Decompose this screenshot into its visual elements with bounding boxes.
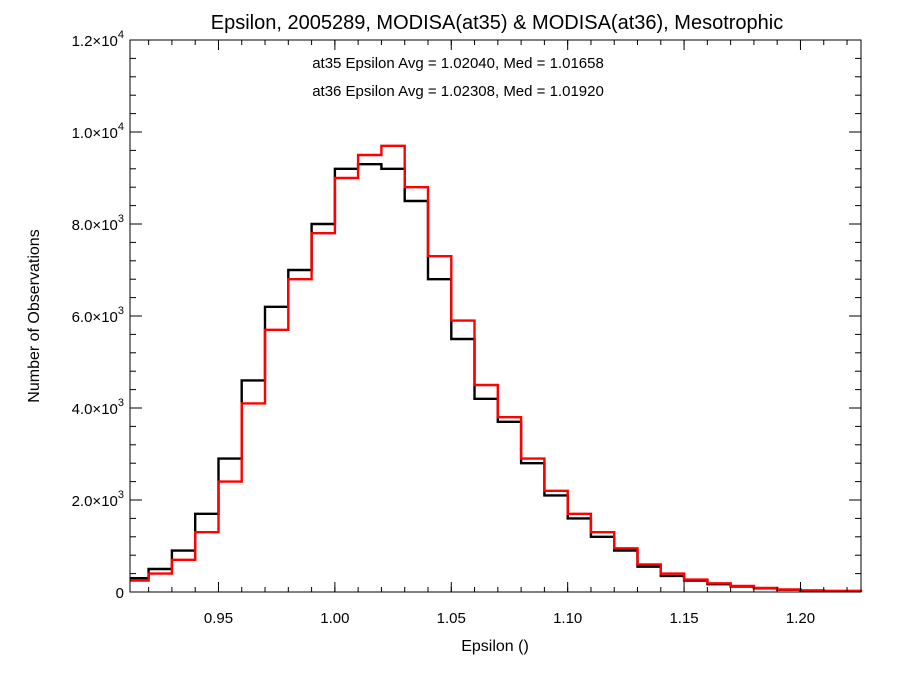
x-tick-label: 0.95 xyxy=(204,610,233,627)
x-tick-label: 1.00 xyxy=(320,610,349,627)
x-tick-label: 1.15 xyxy=(669,610,698,627)
annotation-at35: at35 Epsilon Avg = 1.02040, Med = 1.0165… xyxy=(312,55,604,72)
annotation-at36: at36 Epsilon Avg = 1.02308, Med = 1.0192… xyxy=(312,83,604,100)
x-tick-label: 1.20 xyxy=(786,610,815,627)
y-tick-label: 0 xyxy=(116,585,124,602)
series-layer xyxy=(130,144,863,593)
y-tick-label: 1.0×104 xyxy=(72,121,124,142)
x-axis-label: Epsilon () xyxy=(461,638,529,655)
y-tick-label: 8.0×103 xyxy=(72,213,124,234)
x-tick-label: 1.05 xyxy=(437,610,466,627)
chart-title: Epsilon, 2005289, MODISA(at35) & MODISA(… xyxy=(211,12,783,34)
x-tick-label: 1.10 xyxy=(553,610,582,627)
y-axis-label: Number of Observations xyxy=(26,229,43,402)
x-axis: 0.95 1.00 1.05 1.10 1.15 1.20 xyxy=(148,40,848,627)
y-axis: 0 2.0×103 4.0×103 6.0×103 8.0×103 1.0×104 1.2×… xyxy=(72,29,861,602)
y-tick-label: 4.0×103 xyxy=(72,397,124,418)
y-tick-label: 6.0×103 xyxy=(72,305,124,326)
series-line-1 xyxy=(130,144,863,593)
y-tick-label: 2.0×103 xyxy=(72,489,124,510)
y-tick-label: 1.2×104 xyxy=(72,29,124,50)
